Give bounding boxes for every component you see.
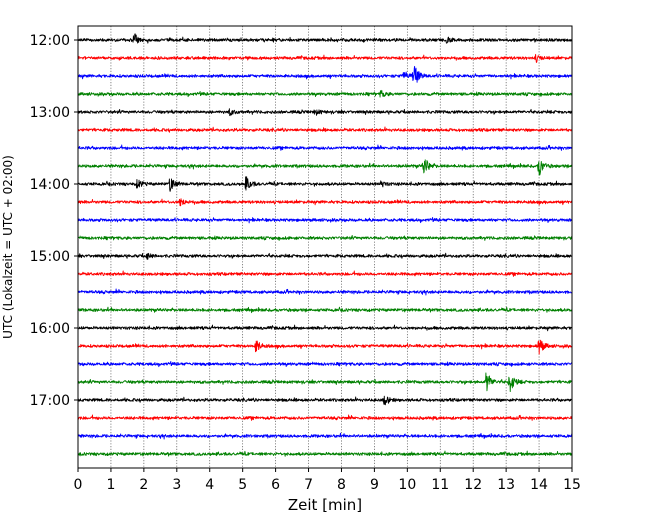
x-tick-label: 8 (337, 477, 346, 493)
trace-1715 (77, 414, 573, 421)
trace-1600 (77, 324, 573, 332)
x-gridlines (110, 26, 540, 468)
x-tick-label: 7 (304, 477, 313, 493)
trace-1700 (77, 395, 573, 406)
y-tick-label: 15:00 (30, 249, 70, 265)
trace-1745 (77, 450, 573, 457)
x-tick-label: 3 (172, 477, 181, 493)
x-tick-label: 11 (431, 477, 449, 493)
x-tick-label: 10 (398, 477, 416, 493)
x-tick-label: 9 (370, 477, 379, 493)
x-tick-label: 15 (563, 477, 581, 493)
y-tick-label: 16:00 (30, 321, 70, 337)
y-tick-label: 14:00 (30, 177, 70, 193)
x-tick-label: 12 (464, 477, 482, 493)
trace-1245 (77, 89, 573, 98)
trace-1215 (77, 53, 573, 63)
trace-1330 (77, 144, 573, 151)
trace-1515 (77, 270, 573, 277)
trace-1630 (77, 360, 573, 368)
trace-1615 (77, 339, 573, 355)
trace-1645 (77, 372, 573, 393)
x-tick-label: 6 (271, 477, 280, 493)
trace-1315 (77, 126, 573, 133)
plot-frame (77, 25, 573, 469)
seismic-traces (77, 33, 573, 457)
trace-1545 (77, 306, 573, 314)
x-tick-label: 2 (139, 477, 148, 493)
trace-1200 (77, 33, 573, 44)
trace-1300 (77, 108, 573, 117)
x-tick-label: 13 (497, 477, 515, 493)
trace-1530 (77, 288, 573, 296)
trace-1730 (77, 432, 573, 440)
x-tick-label: 0 (74, 477, 83, 493)
trace-1430 (77, 216, 573, 224)
trace-1445 (77, 235, 573, 241)
y-axis-ticks: 12:00 13:00 14:00 15:00 16:00 17:00 (30, 33, 78, 409)
x-tick-label: 1 (106, 477, 115, 493)
trace-1345 (77, 159, 573, 176)
x-axis-label: Zeit [min] (288, 496, 362, 514)
x-tick-label: 5 (238, 477, 247, 493)
x-axis-ticks: 0 1 2 3 4 5 6 7 8 9 10 11 12 13 14 15 (74, 468, 581, 493)
y-tick-label: 13:00 (30, 105, 70, 121)
trace-1500 (77, 252, 573, 260)
y-tick-label: 17:00 (30, 393, 70, 409)
x-tick-label: 14 (530, 477, 548, 493)
trace-1400 (77, 176, 573, 192)
trace-1415 (77, 198, 573, 207)
x-tick-label: 4 (205, 477, 214, 493)
y-tick-label: 12:00 (30, 33, 70, 49)
trace-1230 (77, 65, 573, 83)
y-axis-label: UTC (Lokalzeit = UTC + 02:00) (1, 155, 15, 339)
